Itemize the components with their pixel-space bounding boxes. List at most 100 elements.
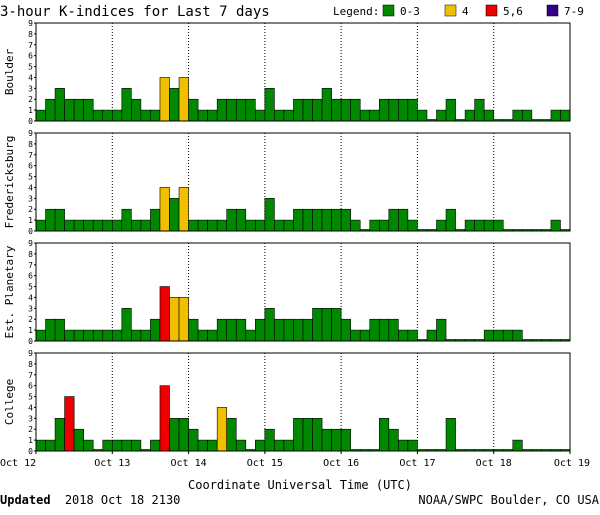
k-index-bar — [64, 396, 75, 452]
y-tick-label: 2 — [28, 95, 33, 104]
k-index-bar — [83, 329, 94, 342]
k-index-bar — [388, 208, 399, 232]
k-index-bar — [321, 308, 332, 342]
legend-swatch-5-6 — [485, 4, 498, 17]
k-index-bar — [483, 219, 495, 232]
k-index-bar — [350, 219, 361, 232]
k-index-bar — [474, 219, 485, 232]
k-index-bar — [331, 98, 342, 122]
k-index-bar — [417, 109, 428, 122]
k-index-bar — [522, 109, 533, 122]
k-index-bar — [445, 418, 456, 452]
k-index-bar — [331, 428, 342, 452]
k-index-bar — [35, 439, 46, 452]
y-tick-label: 9 — [28, 19, 33, 28]
k-index-bar — [483, 109, 495, 122]
k-index-bar — [216, 219, 228, 232]
k-index-bar — [312, 98, 323, 122]
panel-border — [35, 132, 571, 232]
y-tick-label: 5 — [28, 393, 33, 402]
k-index-bar — [350, 98, 361, 122]
y-tick-label: 1 — [28, 436, 33, 445]
k-index-bar — [102, 439, 113, 452]
k-index-bar — [35, 329, 46, 342]
y-tick-label: 9 — [28, 349, 33, 358]
k-index-bar — [378, 318, 390, 342]
k-index-bar — [283, 109, 294, 122]
x-axis-label: Coordinate Universal Time (UTC) — [188, 478, 412, 492]
k-index-bar — [340, 208, 351, 232]
k-index-bar — [302, 98, 313, 122]
k-index-bar — [359, 329, 371, 342]
x-tick-label: Oct 17 — [399, 458, 435, 469]
k-index-bar — [178, 187, 189, 232]
k-index-bar — [207, 329, 218, 342]
y-tick-label: 4 — [28, 293, 33, 302]
y-tick-label: 5 — [28, 63, 33, 72]
k-index-bar — [54, 418, 65, 452]
k-index-bar — [150, 109, 161, 122]
k-index-bar — [255, 109, 266, 122]
k-index-bar — [92, 329, 104, 342]
k-index-bar — [512, 439, 523, 452]
k-index-bar — [436, 318, 447, 342]
k-index-bar — [293, 208, 304, 232]
k-index-bar — [264, 428, 275, 452]
panel-border — [35, 352, 571, 452]
footer-updated-label: Updated — [0, 493, 51, 507]
k-index-bar — [378, 219, 390, 232]
k-index-bar — [445, 98, 456, 122]
k-index-bar — [274, 439, 285, 452]
y-tick-label: 1 — [28, 326, 33, 335]
k-index-bar — [121, 439, 132, 452]
x-tick-label: Oct 13 — [94, 458, 130, 469]
k-index-bar — [407, 219, 418, 232]
k-index-bar — [293, 418, 304, 452]
k-index-bar — [512, 329, 523, 342]
y-tick-label: 6 — [28, 52, 33, 61]
y-tick-label: 7 — [28, 371, 33, 380]
k-index-bar — [64, 98, 75, 122]
k-index-bar — [226, 98, 237, 122]
panel-station-label: Fredericksburg — [3, 136, 16, 229]
k-index-bar — [35, 109, 46, 122]
k-index-bar — [83, 439, 94, 452]
k-index-bar — [255, 439, 266, 452]
k-index-bar — [169, 198, 180, 232]
k-index-bar — [407, 98, 418, 122]
k-index-bar — [369, 109, 380, 122]
y-tick-label: 4 — [28, 403, 33, 412]
y-tick-label: 2 — [28, 315, 33, 324]
k-index-bar — [54, 318, 65, 342]
k-index-bar — [274, 318, 285, 342]
k-index-bar — [274, 219, 285, 232]
k-index-bar — [321, 208, 332, 232]
legend-text-7-9: 7-9 — [564, 5, 584, 18]
k-index-bar — [436, 109, 447, 122]
k-index-bar — [207, 109, 218, 122]
k-index-bar — [464, 219, 475, 232]
k-index-bar — [73, 219, 84, 232]
k-index-bar — [197, 329, 208, 342]
k-index-bar — [388, 98, 399, 122]
k-index-bar — [560, 109, 571, 122]
panel-station-label: College — [3, 379, 16, 425]
k-index-bar — [283, 219, 294, 232]
k-index-bar — [121, 88, 132, 122]
y-tick-label: 8 — [28, 250, 33, 259]
k-index-bar — [35, 219, 46, 232]
k-index-bar — [398, 98, 409, 122]
k-index-bar — [235, 98, 247, 122]
k-index-bar — [216, 318, 228, 342]
y-tick-label: 0 — [28, 337, 33, 346]
k-index-bar — [321, 428, 332, 452]
k-index-bar — [312, 208, 323, 232]
k-index-bar — [464, 109, 475, 122]
y-tick-label: 6 — [28, 382, 33, 391]
chart-title: 3-hour K-indices for Last 7 days — [0, 4, 270, 20]
y-tick-label: 4 — [28, 73, 33, 82]
k-index-bar — [445, 208, 456, 232]
legend-label: Legend: — [333, 5, 379, 18]
panel-border — [35, 22, 571, 122]
k-index-bar — [54, 88, 65, 122]
